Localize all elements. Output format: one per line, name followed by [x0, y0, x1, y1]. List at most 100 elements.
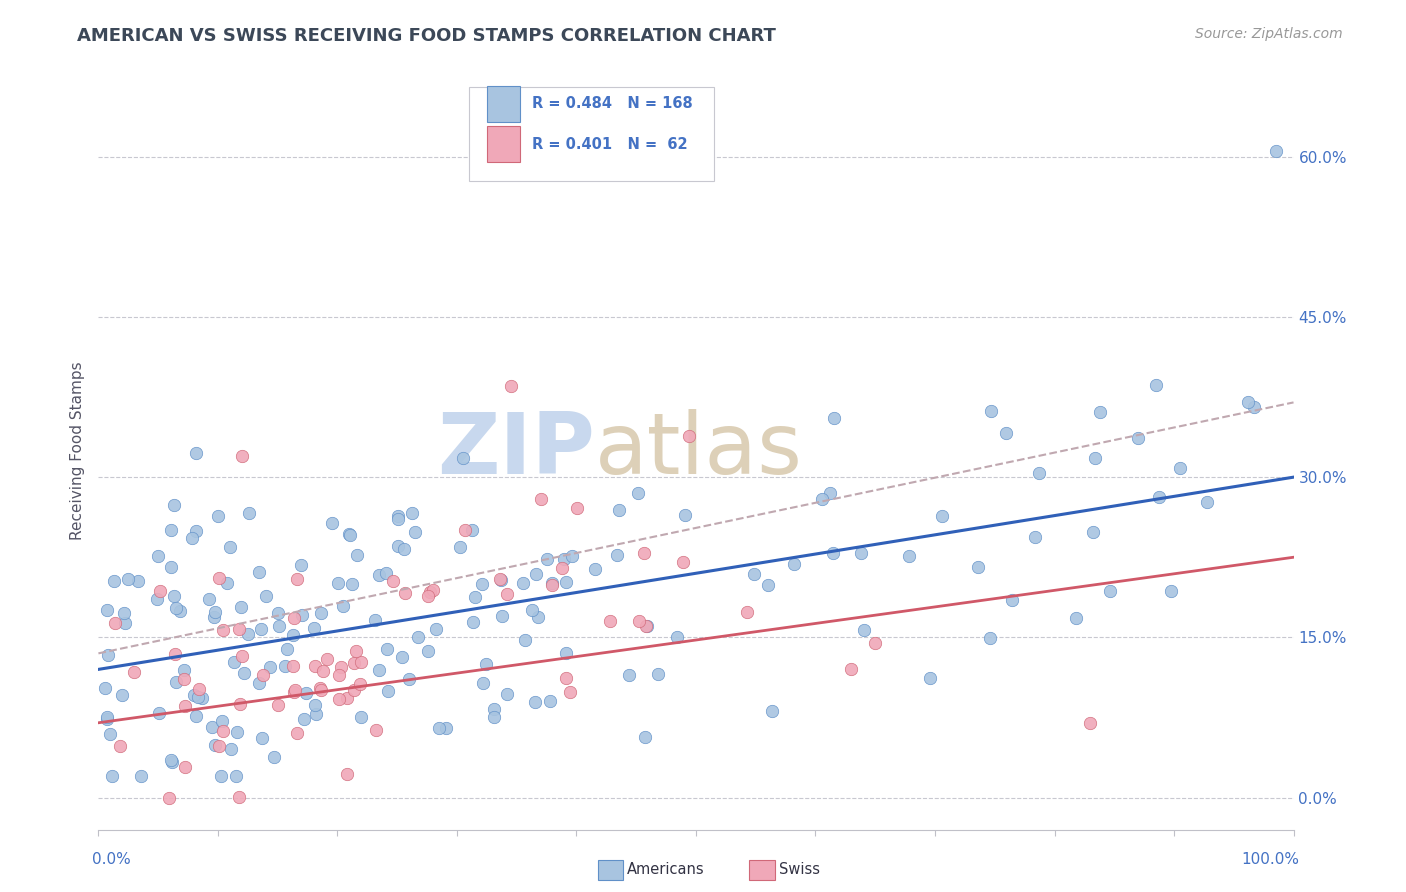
Point [267, 698, 290, 712]
Point [471, 577, 494, 591]
Text: ZIP: ZIP [437, 409, 595, 492]
Point [851, 546, 873, 560]
Point [461, 523, 484, 537]
Point [1243, 400, 1265, 414]
Point [346, 549, 368, 563]
Point [186, 690, 208, 704]
Point [309, 683, 332, 698]
Point [583, 562, 606, 576]
Point [606, 548, 628, 562]
Point [198, 591, 221, 606]
Point [285, 725, 308, 739]
Text: AMERICAN VS SWISS RECEIVING FOOD STAMPS CORRELATION CHART: AMERICAN VS SWISS RECEIVING FOOD STAMPS … [77, 27, 776, 45]
Point [231, 599, 253, 614]
Text: 0.0%: 0.0% [93, 852, 131, 867]
Point [219, 742, 242, 756]
Point [865, 635, 887, 649]
Point [1080, 715, 1102, 730]
Point [111, 689, 134, 703]
Point [599, 615, 621, 629]
Point [454, 523, 477, 537]
Point [496, 587, 519, 601]
Point [538, 694, 561, 708]
Point [979, 631, 1001, 645]
Point [207, 508, 229, 523]
Point [1098, 583, 1121, 598]
Point [673, 508, 696, 523]
Point [238, 626, 260, 640]
Point [1081, 524, 1104, 539]
Point [309, 606, 332, 620]
Point [290, 558, 312, 573]
Point [1146, 378, 1168, 392]
Point [231, 449, 253, 463]
Point [491, 574, 513, 588]
Point [250, 622, 273, 636]
Point [555, 671, 578, 685]
Point [818, 486, 841, 500]
Point [404, 524, 426, 539]
Point [157, 790, 180, 805]
Point [499, 379, 522, 393]
Point [122, 665, 145, 679]
Point [471, 676, 494, 690]
Point [163, 498, 186, 512]
Point [212, 623, 235, 637]
Text: □: □ [602, 859, 621, 879]
Point [312, 665, 335, 679]
Point [366, 723, 388, 737]
Point [204, 738, 226, 752]
Point [163, 589, 186, 603]
Point [252, 668, 274, 682]
Point [96, 603, 118, 617]
Point [495, 687, 517, 701]
Text: Americans: Americans [627, 863, 704, 877]
Point [761, 704, 783, 718]
Text: 100.0%: 100.0% [1241, 852, 1299, 867]
Point [218, 540, 240, 554]
Point [97, 648, 120, 662]
Point [634, 730, 657, 744]
Point [1090, 405, 1112, 419]
Point [419, 585, 441, 599]
Point [1168, 461, 1191, 475]
Text: R = 0.401   N =  62: R = 0.401 N = 62 [533, 136, 688, 152]
Point [160, 755, 183, 769]
Point [276, 641, 298, 656]
Point [401, 506, 423, 520]
Point [555, 646, 578, 660]
Point [449, 540, 471, 554]
Point [247, 676, 270, 690]
Point [174, 699, 197, 714]
Point [201, 720, 224, 734]
Point [339, 528, 361, 542]
Point [555, 574, 578, 589]
Point [1197, 495, 1219, 509]
Point [283, 658, 305, 673]
Point [434, 721, 457, 735]
Point [103, 574, 125, 588]
Point [782, 557, 804, 571]
Point [304, 698, 326, 712]
Point [250, 731, 273, 745]
Point [163, 647, 186, 661]
Point [212, 723, 235, 738]
Point [148, 706, 170, 720]
Point [561, 549, 583, 563]
Point [173, 663, 195, 677]
Point [160, 753, 183, 767]
Point [1160, 584, 1182, 599]
Point [101, 769, 124, 783]
FancyBboxPatch shape [486, 126, 520, 162]
Text: Swiss: Swiss [779, 863, 820, 877]
Point [918, 671, 941, 685]
Point [994, 426, 1017, 441]
Point [811, 492, 834, 507]
Point [823, 411, 845, 425]
Point [174, 760, 197, 774]
Point [367, 663, 389, 677]
Point [188, 681, 211, 696]
Point [484, 709, 506, 723]
Text: Source: ZipAtlas.com: Source: ZipAtlas.com [1195, 27, 1343, 41]
Point [225, 769, 247, 783]
